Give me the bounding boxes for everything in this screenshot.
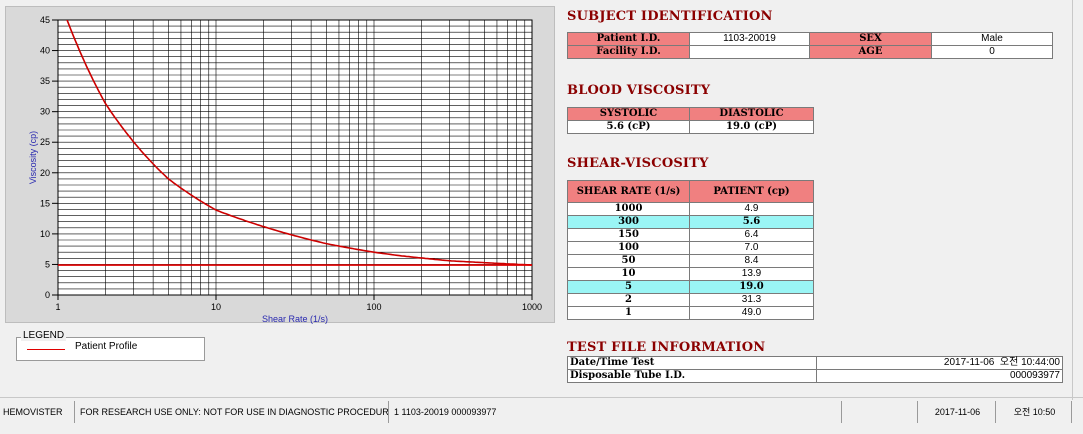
y-tick-label: 35 (40, 76, 50, 86)
window-edge (1072, 0, 1073, 400)
y-tick-label: 25 (40, 137, 50, 147)
datetime-value: 2017-11-06 오전 10:44:00 (816, 356, 1063, 370)
patient-value-cell: 8.4 (689, 254, 814, 268)
status-notice: FOR RESEARCH USE ONLY: NOT FOR USE IN DI… (77, 401, 389, 423)
systolic-label: SYSTOLIC (567, 107, 690, 121)
legend-box: LEGEND Patient Profile (16, 330, 205, 361)
sex-value: Male (931, 32, 1053, 46)
viscosity-chart: 0 5 10 15 20 25 30 35 40 45 1 10 100 1000 Shear Rate (… (28, 15, 542, 324)
blood-title: BLOOD VISCOSITY (567, 83, 711, 98)
x-axis-label: Shear Rate (1/s) (262, 314, 328, 324)
status-empty (844, 401, 918, 423)
y-tick-label: 10 (40, 229, 50, 239)
shear-row: 100 7.0 (567, 241, 814, 255)
tube-id-label: Disposable Tube I.D. (567, 369, 817, 383)
status-divider (0, 397, 1083, 398)
chart-panel: 0 5 10 15 20 25 30 35 40 45 1 10 100 1000 Shear Rate (… (5, 6, 555, 324)
shear-title: SHEAR-VISCOSITY (567, 156, 709, 171)
patient-value-cell: 19.0 (689, 280, 814, 294)
series-line-0 (66, 20, 532, 266)
x-tick-label: 1 (55, 302, 60, 312)
y-tick-label: 40 (40, 46, 50, 56)
status-time: 오전 10:50 (998, 401, 1072, 423)
subject-title: SUBJECT IDENTIFICATION (567, 9, 773, 24)
patient-id-label: Patient I.D. (567, 32, 690, 46)
patient-header: PATIENT (cp) (689, 180, 814, 203)
patient-value-cell: 31.3 (689, 293, 814, 307)
test-file-title: TEST FILE INFORMATION (567, 340, 766, 355)
facility-id-label: Facility I.D. (567, 45, 690, 59)
shear-rate-header: SHEAR RATE (1/s) (567, 180, 690, 203)
legend-title: LEGEND (21, 330, 67, 341)
shear-rate-cell: 5 (567, 280, 690, 294)
patient-value-cell: 49.0 (689, 306, 814, 320)
patient-value-cell: 6.4 (689, 228, 814, 242)
shear-row: 150 6.4 (567, 228, 814, 242)
shear-row: 1000 4.9 (567, 202, 814, 216)
shear-rate-cell: 150 (567, 228, 690, 242)
status-bar: HEMOVISTER FOR RESEARCH USE ONLY: NOT FO… (0, 401, 1083, 423)
shear-rate-cell: 2 (567, 293, 690, 307)
shear-row: 50 8.4 (567, 254, 814, 268)
shear-row: 1 49.0 (567, 306, 814, 320)
shear-row: 10 13.9 (567, 267, 814, 281)
shear-rate-cell: 300 (567, 215, 690, 229)
shear-rate-cell: 1 (567, 306, 690, 320)
tube-id-value: 000093977 (816, 369, 1063, 383)
status-app: HEMOVISTER (0, 401, 75, 423)
plot-area (57, 19, 533, 296)
shear-row: 5 19.0 (567, 280, 814, 294)
blood-table: SYSTOLIC DIASTOLIC 5.6 (cP) 19.0 (cP) (567, 107, 814, 134)
datetime-label: Date/Time Test (567, 356, 817, 370)
x-tick-label: 1000 (522, 302, 542, 312)
diastolic-label: DIASTOLIC (689, 107, 814, 121)
test-file-table: Date/Time Test 2017-11-06 오전 10:44:00 Di… (567, 356, 1063, 383)
shear-row: 300 5.6 (567, 215, 814, 229)
shear-table: SHEAR RATE (1/s) PATIENT (cp) 1000 4.9 300… (567, 180, 814, 320)
y-tick-label: 5 (45, 259, 50, 269)
patient-value-cell: 4.9 (689, 202, 814, 216)
y-tick-label: 30 (40, 107, 50, 117)
patient-id-value: 1103-20019 (689, 32, 810, 46)
x-tick-label: 100 (366, 302, 381, 312)
age-label: AGE (809, 45, 932, 59)
systolic-value: 5.6 (cP) (567, 120, 690, 134)
x-tick-label: 10 (211, 302, 221, 312)
y-tick-label: 15 (40, 198, 50, 208)
y-tick-label: 0 (45, 290, 50, 300)
patient-value-cell: 5.6 (689, 215, 814, 229)
shear-rate-cell: 10 (567, 267, 690, 281)
shear-rate-cell: 100 (567, 241, 690, 255)
sex-label: SEX (809, 32, 932, 46)
y-axis-label: Viscosity (cp) (28, 131, 38, 184)
legend-label: Patient Profile (75, 341, 138, 352)
subject-table: Patient I.D. 1103-20019 SEX Male Facilit… (567, 32, 1053, 59)
patient-value-cell: 13.9 (689, 267, 814, 281)
y-tick-label: 45 (40, 15, 50, 25)
shear-row: 2 31.3 (567, 293, 814, 307)
diastolic-value: 19.0 (cP) (689, 120, 814, 134)
status-date: 2017-11-06 (920, 401, 996, 423)
facility-id-value (689, 45, 810, 59)
age-value: 0 (931, 45, 1053, 59)
y-tick-label: 20 (40, 168, 50, 178)
status-record: 1 1103-20019 000093977 (391, 401, 842, 423)
patient-value-cell: 7.0 (689, 241, 814, 255)
legend-swatch (27, 349, 65, 350)
shear-rate-cell: 50 (567, 254, 690, 268)
shear-rate-cell: 1000 (567, 202, 690, 216)
